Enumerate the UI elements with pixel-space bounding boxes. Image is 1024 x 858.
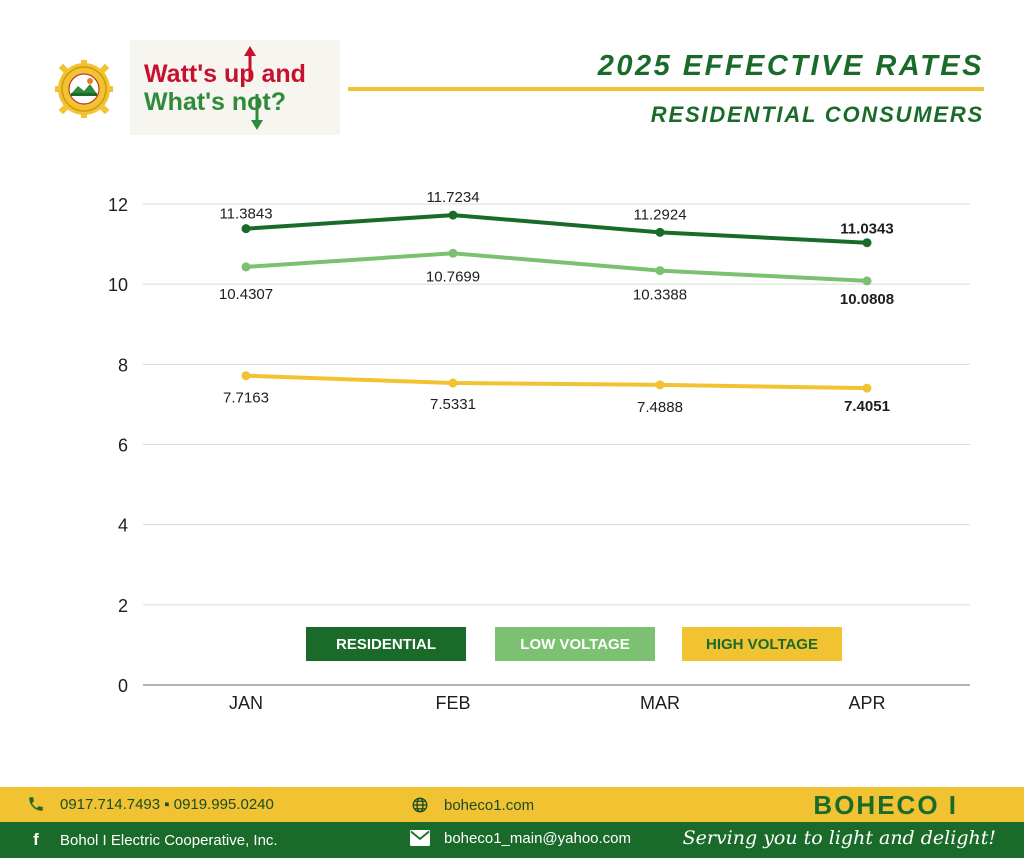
data-point bbox=[241, 371, 251, 381]
watts-up-logo: Watt's up and What's not? bbox=[130, 40, 340, 135]
series-line bbox=[244, 213, 869, 245]
x-tick-label: FEB bbox=[435, 693, 470, 713]
series-line bbox=[244, 251, 869, 283]
legend-low-voltage: LOW VOLTAGE bbox=[495, 627, 655, 661]
data-label: 10.7699 bbox=[426, 268, 480, 285]
y-tick-label: 6 bbox=[118, 436, 128, 456]
y-tick-label: 2 bbox=[118, 596, 128, 616]
data-point bbox=[448, 210, 458, 220]
data-point bbox=[241, 262, 251, 272]
logo-line2: What's not? bbox=[144, 88, 286, 116]
email-contact: boheco1_main@yahoo.com bbox=[410, 828, 631, 848]
data-label: 10.0808 bbox=[840, 291, 894, 308]
mail-icon bbox=[410, 828, 430, 848]
y-tick-label: 0 bbox=[118, 676, 128, 696]
data-point bbox=[862, 383, 872, 393]
cooperative-seal-logo bbox=[55, 60, 113, 118]
data-label: 10.4307 bbox=[219, 286, 273, 303]
x-tick-label: MAR bbox=[640, 693, 680, 713]
up-arrow-icon bbox=[244, 46, 256, 80]
phone-numbers: 0917.714.7493 ▪ 0919.995.0240 bbox=[60, 795, 274, 813]
data-label: 7.5331 bbox=[430, 396, 476, 413]
legend-residential: RESIDENTIAL bbox=[306, 627, 466, 661]
page-subtitle: RESIDENTIAL CONSUMERS bbox=[650, 102, 984, 127]
website-link[interactable]: boheco1.com bbox=[444, 796, 535, 814]
data-point bbox=[448, 378, 458, 388]
title-divider bbox=[348, 87, 984, 91]
footer-social-bar: f Bohol I Electric Cooperative, Inc. boh… bbox=[0, 822, 1024, 858]
data-point bbox=[862, 238, 872, 248]
down-arrow-icon bbox=[251, 94, 263, 130]
data-label: 11.3843 bbox=[219, 206, 272, 223]
brand-name: BOHECO I bbox=[813, 790, 958, 820]
data-point bbox=[241, 224, 251, 234]
facebook-icon: f bbox=[33, 830, 39, 849]
data-label: 7.4051 bbox=[844, 398, 890, 415]
globe-icon bbox=[410, 795, 430, 815]
data-label: 10.3388 bbox=[633, 287, 687, 304]
data-point bbox=[655, 227, 665, 237]
x-tick-label: APR bbox=[848, 693, 885, 713]
email-address[interactable]: boheco1_main@yahoo.com bbox=[444, 829, 632, 847]
phone-icon bbox=[26, 794, 46, 814]
y-tick-label: 8 bbox=[118, 355, 128, 375]
phone-contact: 0917.714.7493 ▪ 0919.995.0240 bbox=[26, 794, 274, 814]
data-point bbox=[655, 380, 665, 390]
series-line bbox=[244, 373, 869, 391]
facebook-page[interactable]: Bohol I Electric Cooperative, Inc. bbox=[60, 831, 278, 849]
y-tick-label: 10 bbox=[108, 275, 128, 295]
legend-high-voltage: HIGH VOLTAGE bbox=[682, 627, 842, 661]
data-point bbox=[655, 266, 665, 276]
data-label: 11.7234 bbox=[426, 189, 479, 206]
tagline: Serving you to light and delight! bbox=[682, 827, 996, 849]
website-contact: boheco1.com bbox=[410, 795, 534, 815]
rates-line-chart: 0 2 4 6 8 10 12 JAN FEB MAR APR 11.3843 11.7234 11.… bbox=[108, 189, 970, 713]
y-tick-label: 4 bbox=[118, 516, 128, 536]
y-tick-label: 12 bbox=[108, 195, 128, 215]
data-label: 7.7163 bbox=[223, 390, 269, 407]
x-tick-label: JAN bbox=[229, 693, 263, 713]
data-label: 7.4888 bbox=[637, 399, 683, 416]
footer-contact-bar: 0917.714.7493 ▪ 0919.995.0240 boheco1.co… bbox=[0, 787, 1024, 822]
logo-line1: Watt's up and bbox=[144, 60, 306, 88]
facebook-contact: f Bohol I Electric Cooperative, Inc. bbox=[26, 830, 278, 850]
data-label: 11.2924 bbox=[633, 206, 686, 223]
data-label: 11.0343 bbox=[840, 221, 893, 238]
data-point bbox=[448, 248, 458, 258]
data-point bbox=[862, 276, 872, 286]
page-title: 2025 EFFECTIVE RATES bbox=[597, 50, 984, 82]
